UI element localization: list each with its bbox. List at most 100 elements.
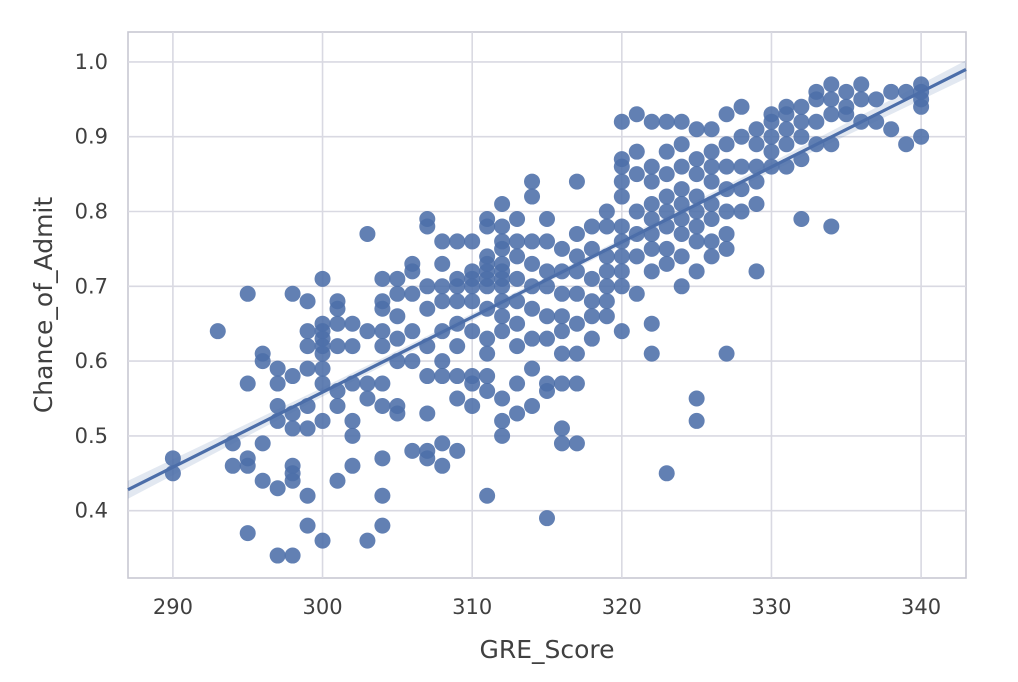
regression-line-layer — [127, 67, 967, 492]
data-point — [553, 240, 570, 257]
data-point — [449, 442, 466, 459]
data-point — [778, 106, 795, 123]
data-point — [419, 368, 436, 385]
data-point — [479, 218, 496, 235]
data-point — [539, 510, 555, 527]
data-point — [853, 91, 870, 108]
data-point — [673, 225, 690, 242]
data-point — [539, 383, 555, 400]
data-point — [583, 240, 600, 257]
data-point — [613, 248, 630, 265]
data-point — [464, 397, 481, 414]
data-point — [793, 210, 810, 227]
data-point — [583, 308, 600, 325]
data-point — [464, 323, 481, 340]
data-point — [224, 457, 241, 474]
data-point — [299, 323, 316, 340]
data-point — [524, 330, 541, 347]
data-point — [314, 375, 331, 392]
data-point — [494, 427, 511, 444]
data-point — [509, 405, 526, 422]
data-point — [613, 218, 630, 235]
data-point — [464, 293, 481, 310]
data-point — [374, 300, 391, 317]
data-point — [643, 263, 660, 280]
y-tick-label: 0.4 — [75, 499, 108, 523]
data-point — [509, 248, 526, 265]
data-point — [374, 375, 391, 392]
data-point — [494, 278, 511, 295]
data-point — [284, 472, 301, 489]
data-point — [434, 368, 451, 385]
data-point — [359, 323, 376, 340]
data-point — [613, 278, 630, 295]
data-point — [344, 315, 361, 332]
data-point — [793, 128, 810, 145]
data-point — [404, 442, 421, 459]
data-point — [539, 263, 555, 280]
data-point — [404, 353, 421, 370]
data-point — [568, 225, 585, 242]
data-point — [539, 233, 555, 250]
data-point — [299, 338, 316, 355]
data-point — [598, 308, 615, 325]
data-point — [733, 128, 750, 145]
data-point — [464, 278, 481, 295]
data-point — [628, 285, 645, 302]
data-point — [748, 136, 765, 153]
data-point — [239, 375, 256, 392]
data-point — [658, 203, 675, 220]
data-point — [479, 278, 496, 295]
data-point — [778, 136, 795, 153]
data-point — [494, 196, 511, 213]
data-point — [449, 278, 466, 295]
x-tick-label: 340 — [901, 595, 941, 619]
data-point — [613, 263, 630, 280]
data-point — [419, 405, 436, 422]
data-point — [524, 300, 541, 317]
data-point — [703, 233, 720, 250]
y-tick-labels: 0.4 0.5 0.6 0.7 0.8 0.9 1.0 — [75, 50, 108, 523]
data-point — [613, 323, 630, 340]
data-point — [733, 203, 750, 220]
data-point — [718, 136, 735, 153]
data-point — [344, 338, 361, 355]
data-point — [254, 435, 271, 452]
data-point — [583, 293, 600, 310]
data-point — [524, 173, 541, 190]
data-point — [299, 517, 316, 534]
data-point — [374, 517, 391, 534]
data-point — [643, 240, 660, 257]
data-point — [314, 532, 331, 549]
data-point — [434, 255, 451, 272]
data-point — [643, 210, 660, 227]
data-point — [823, 106, 840, 123]
data-point — [464, 375, 481, 392]
data-point — [808, 91, 825, 108]
data-point — [494, 218, 511, 235]
data-point — [598, 218, 615, 235]
data-point — [613, 113, 630, 130]
data-point — [239, 285, 256, 302]
data-point — [583, 330, 600, 347]
data-point — [524, 233, 541, 250]
data-point — [553, 435, 570, 452]
data-point — [269, 375, 286, 392]
data-point — [269, 547, 286, 564]
data-point — [718, 225, 735, 242]
data-point — [688, 233, 705, 250]
x-tick-label: 320 — [602, 595, 642, 619]
data-point — [299, 487, 316, 504]
data-point — [344, 427, 361, 444]
data-point — [449, 233, 466, 250]
data-point — [479, 368, 496, 385]
data-point — [688, 263, 705, 280]
data-point — [434, 435, 451, 452]
data-point — [883, 83, 900, 100]
data-point — [703, 121, 720, 138]
data-point — [314, 270, 331, 287]
data-point — [494, 240, 511, 257]
data-point — [628, 248, 645, 265]
data-point — [449, 293, 466, 310]
data-point — [374, 270, 391, 287]
